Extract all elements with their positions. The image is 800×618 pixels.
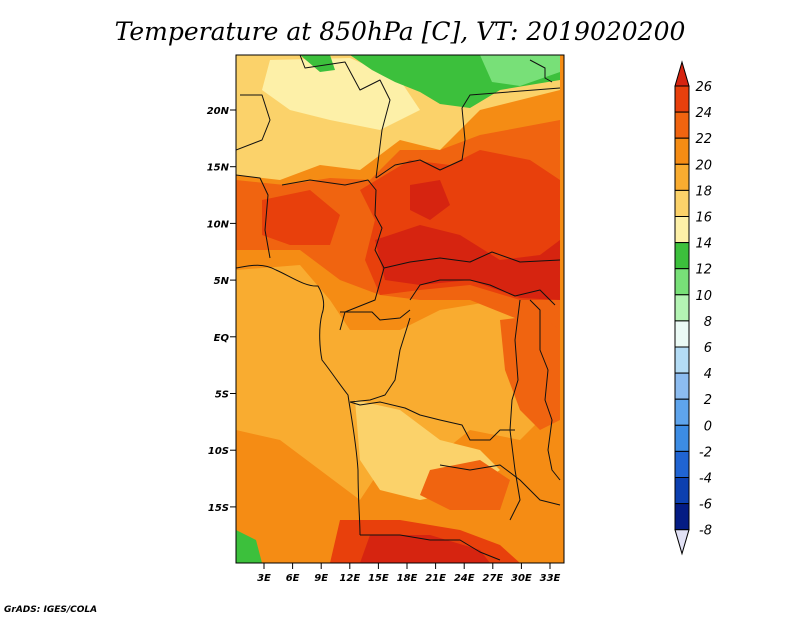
lon-label: 3E	[257, 573, 271, 584]
colorbar-label: 12	[695, 263, 712, 278]
colorbar-swatch	[674, 503, 690, 531]
lon-label: 21E	[425, 573, 446, 584]
country-borders	[236, 55, 561, 561]
colorbar-swatch	[674, 424, 690, 452]
colorbar-label: -8	[699, 524, 712, 539]
lon-label: 15E	[368, 573, 389, 584]
lon-label: 12E	[339, 573, 360, 584]
colorbar-swatch	[674, 320, 690, 348]
map-frame	[235, 54, 565, 564]
colorbar-label: 2	[704, 393, 712, 408]
lon-label: 33E	[540, 573, 561, 584]
colorbar-label: 18	[695, 184, 712, 199]
colorbar-swatch	[674, 242, 690, 270]
lat-label: 15S	[208, 503, 229, 514]
lat-label: 5S	[215, 390, 229, 401]
colorbar-label: 16	[695, 211, 712, 226]
lat-label: 5N	[214, 276, 230, 287]
lat-label: 10S	[208, 446, 229, 457]
longitude-axis: 3E 6E 9E 12E 15E 18E 21E 24E 27E 30E 33E	[257, 563, 561, 584]
lat-label: 15N	[207, 163, 230, 174]
colorbar-swatch	[674, 268, 690, 296]
colorbar-swatch	[674, 216, 690, 244]
colorbar-label: -6	[699, 498, 712, 513]
colorbar-label: 8	[704, 315, 712, 330]
colorbar-label: 26	[695, 80, 712, 95]
colorbar-swatch	[674, 477, 690, 505]
grads-credit: GrADS: IGES/COLA	[4, 605, 97, 615]
lon-label: 24E	[454, 573, 475, 584]
colorbar-label: 0	[704, 419, 712, 434]
colorbar-swatch	[674, 372, 690, 400]
colorbar-bottom-arrow	[674, 529, 690, 556]
colorbar-top-arrow	[674, 60, 690, 87]
lon-label: 9E	[314, 573, 328, 584]
colorbar-swatch	[674, 189, 690, 217]
colorbar-label: 4	[704, 367, 712, 382]
lon-label: 30E	[511, 573, 532, 584]
temperature-field	[236, 55, 564, 563]
colorbar-swatch	[674, 85, 690, 113]
map-title: Temperature at 850hPa [C], VT: 201902020…	[115, 17, 686, 46]
colorbar-label: 6	[704, 341, 712, 356]
lat-label: 20N	[207, 106, 230, 117]
colorbar-label: 10	[695, 289, 712, 304]
colorbar-label: -4	[699, 472, 712, 487]
colorbar-swatch	[674, 111, 690, 139]
map-panel	[236, 55, 564, 563]
lon-label: 6E	[286, 573, 300, 584]
colorbar-swatch	[674, 137, 690, 165]
lon-label: 18E	[397, 573, 418, 584]
lat-label: 10N	[207, 219, 230, 230]
colorbar-label: 24	[695, 106, 712, 121]
colorbar-swatch	[674, 294, 690, 322]
colorbar-swatch	[674, 398, 690, 426]
lon-label: 27E	[482, 573, 503, 584]
colorbar-swatch	[674, 346, 690, 374]
colorbar-swatch	[674, 450, 690, 478]
colorbar-label: -2	[699, 445, 712, 460]
lat-label: EQ	[214, 333, 230, 344]
colorbar-label: 14	[695, 237, 712, 252]
colorbar-label: 20	[695, 158, 712, 173]
latitude-axis: 20N 15N 10N 5N EQ 5S 10S 15S	[207, 106, 236, 514]
colorbar-swatch	[674, 163, 690, 191]
colorbar-label: 22	[695, 132, 712, 147]
